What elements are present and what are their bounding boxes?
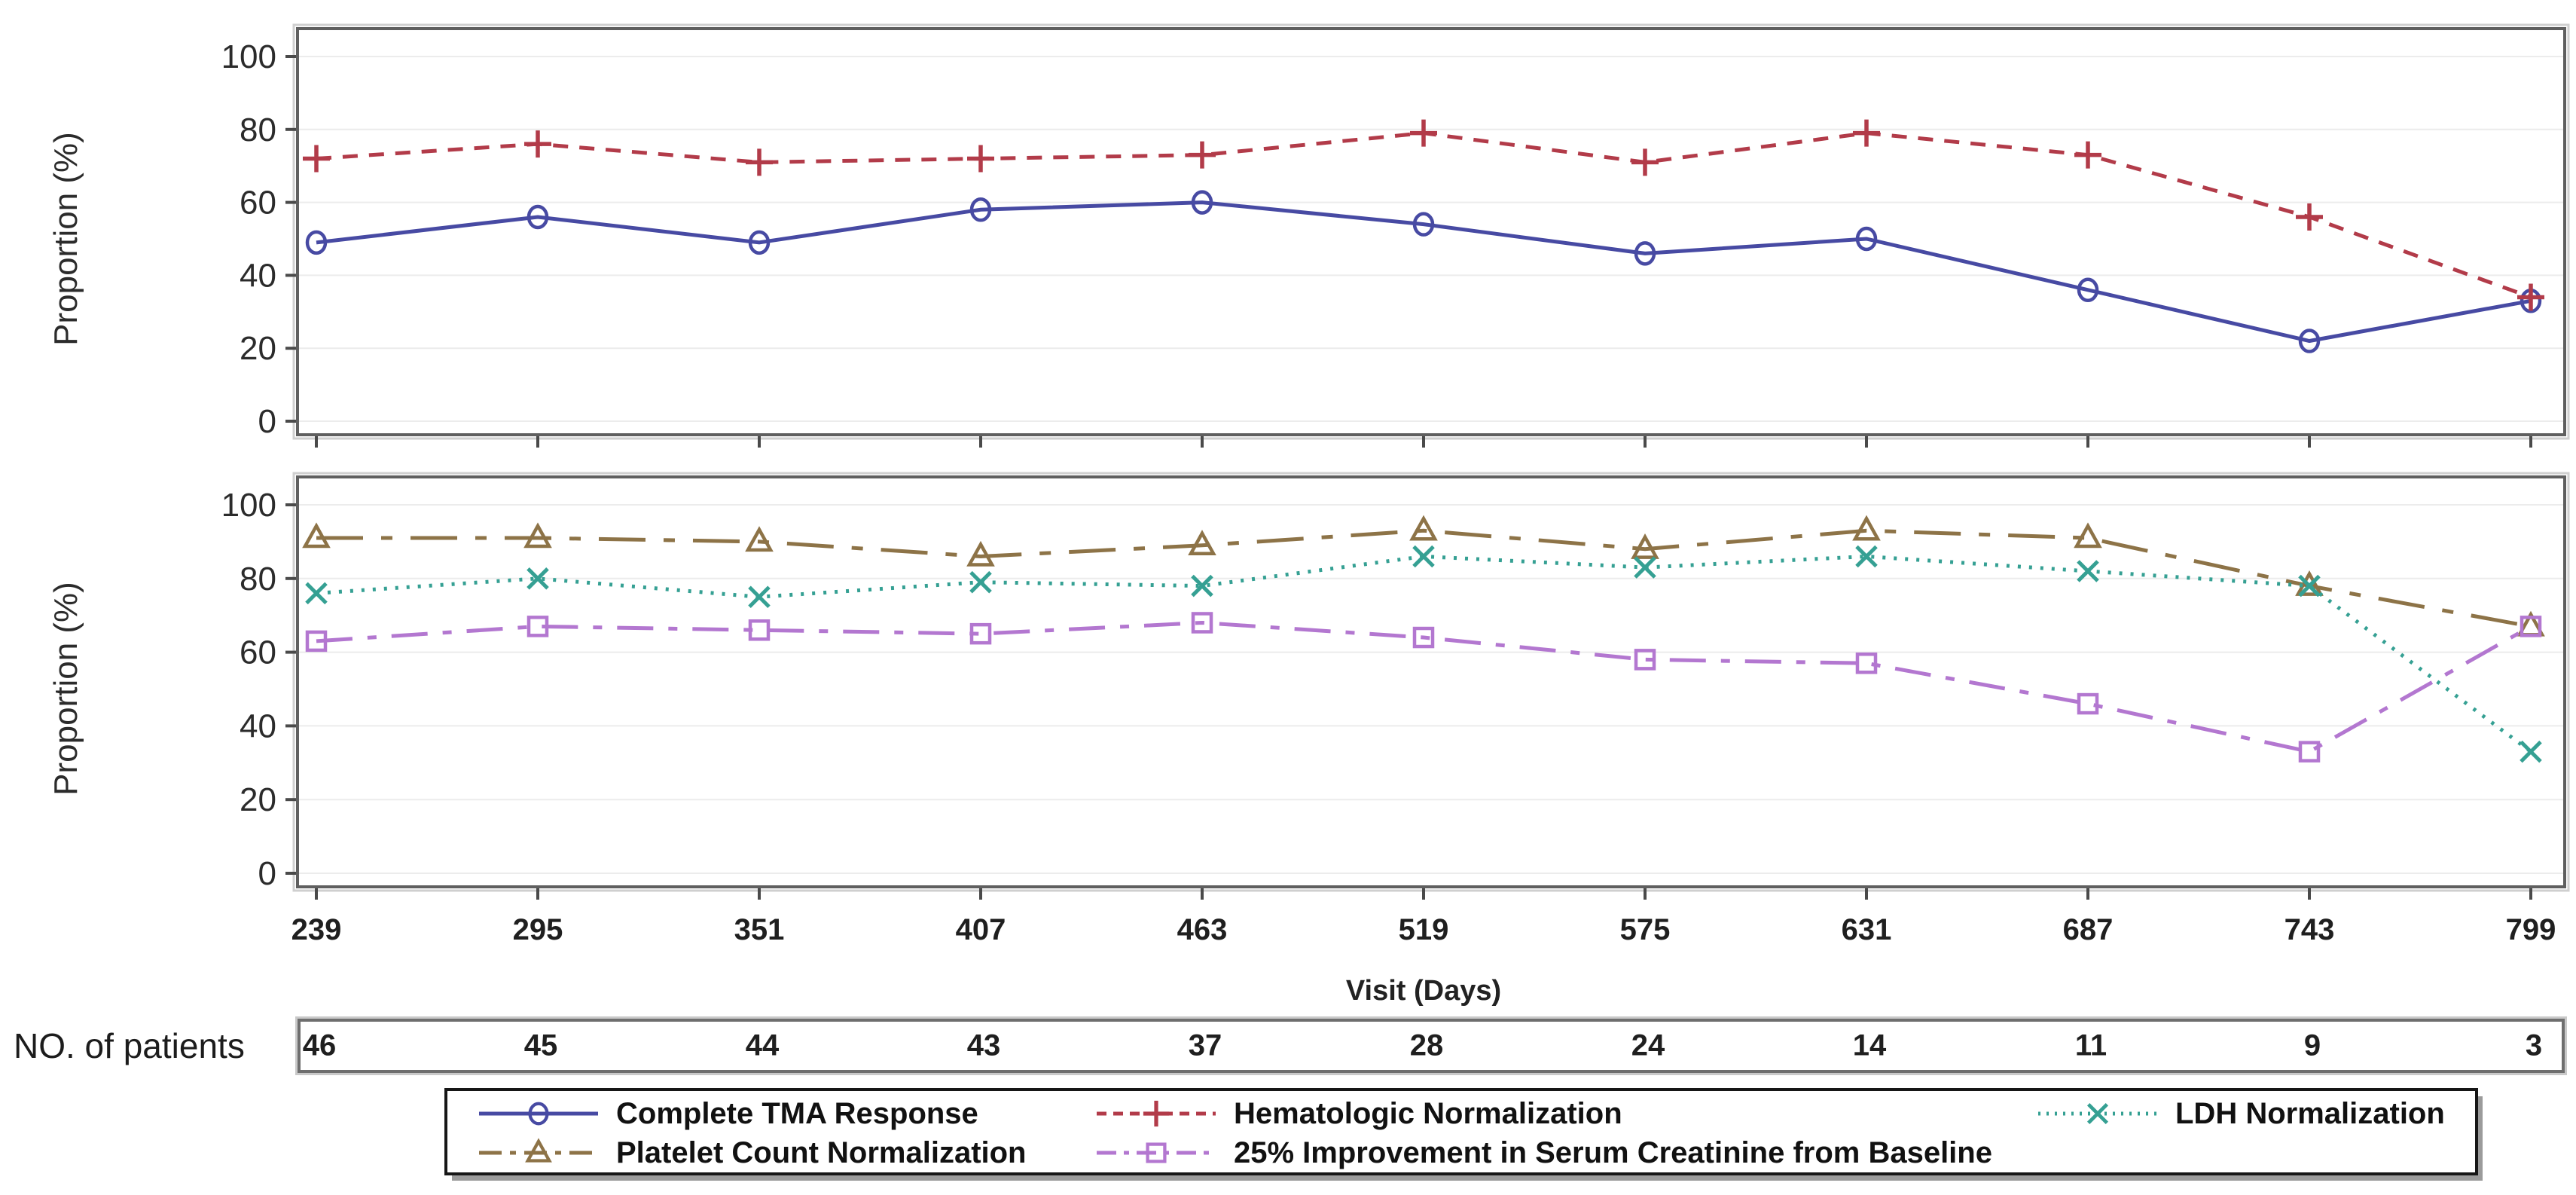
hema-legend-marker (1097, 1100, 1216, 1127)
y-tick-label: 20 (240, 781, 276, 818)
ldh-legend-marker (2038, 1102, 2157, 1125)
y-tick-label: 100 (221, 38, 276, 75)
legend-label: LDH Normalization (2175, 1096, 2445, 1130)
y-tick-label: 80 (240, 112, 276, 148)
plot-frame-outer (292, 472, 2570, 892)
x-tick-label: 463 (1177, 913, 1228, 946)
series-markers-cre (305, 612, 2542, 763)
x-axis-title: Visit (Days) (1345, 975, 1502, 1007)
patients-count: 24 (1631, 1028, 1665, 1062)
legend-item-ldh: LDH Normalization (2034, 1094, 2468, 1133)
series-markers-ldh (305, 545, 2542, 763)
cre-legend-marker (1097, 1142, 1216, 1163)
x-tick-label: 799 (2505, 913, 2556, 946)
legend: Complete TMA Response Hematologic Normali… (444, 1088, 2478, 1175)
series-line-cre (316, 620, 2532, 754)
legend-spacer (2034, 1133, 2468, 1172)
x-tick-label: 631 (1841, 913, 1892, 946)
legend-label: Platelet Count Normalization (616, 1135, 1027, 1169)
y-axis-label-top: Proportion (%) (47, 132, 84, 346)
patients-count: 45 (523, 1028, 558, 1062)
series-line-tma (316, 200, 2532, 344)
legend-item-hema: Hematologic Normalization (1092, 1094, 2034, 1133)
legend-item-plt: Platelet Count Normalization (475, 1133, 1092, 1172)
y-tick-label: 100 (221, 487, 276, 524)
patients-count: 11 (2074, 1028, 2107, 1062)
legend-item-cre: 25% Improvement in Serum Creatinine from… (1092, 1133, 2034, 1172)
y-tick-label: 0 (258, 855, 276, 892)
y-tick-label: 60 (240, 185, 276, 222)
x-tick-label: 239 (291, 913, 342, 946)
patients-count: 9 (2303, 1028, 2321, 1062)
series-markers-hema (303, 119, 2544, 311)
y-tick-label: 80 (240, 561, 276, 598)
y-axis-label-bottom: Proportion (%) (47, 582, 84, 796)
patients-count: 46 (302, 1028, 337, 1062)
x-tick-label: 295 (512, 913, 563, 946)
legend-label: 25% Improvement in Serum Creatinine from… (1234, 1135, 1992, 1169)
y-tick-label: 60 (240, 634, 276, 671)
tma-legend-marker (479, 1102, 598, 1126)
patients-count: 14 (1852, 1028, 1887, 1062)
y-tick-label: 0 (258, 403, 276, 440)
y-tick-label: 20 (240, 330, 276, 367)
legend-label: Hematologic Normalization (1234, 1096, 1622, 1130)
plot-frame (296, 27, 2566, 436)
legend-item-tma: Complete TMA Response (475, 1094, 1092, 1133)
legend-grid: Complete TMA Response Hematologic Normali… (447, 1091, 2475, 1175)
plt-legend-marker (479, 1138, 598, 1163)
patients-count: 28 (1409, 1028, 1444, 1062)
patients-row-box: 46 45 44 43 37 28 24 14 11 9 3 (295, 1016, 2567, 1075)
x-tick-label: 687 (2062, 913, 2114, 946)
x-tick-label: 407 (955, 913, 1006, 946)
panel-bottom: 0 20 40 60 80 100 (221, 472, 2570, 900)
legend-label: Complete TMA Response (616, 1096, 978, 1130)
patients-count: 3 (2525, 1028, 2543, 1062)
patients-count: 37 (1188, 1028, 1222, 1062)
series-markers-tma (305, 190, 2542, 353)
x-tick-label: 351 (734, 913, 785, 946)
series-markers-plt (302, 515, 2545, 637)
series-line-ldh (316, 554, 2532, 753)
x-tick-label: 519 (1398, 913, 1449, 946)
x-tick-label: 575 (1619, 913, 1671, 946)
patients-row-label: NO. of patients (14, 1026, 245, 1065)
x-tick-label: 743 (2284, 913, 2335, 946)
patients-count: 43 (966, 1028, 1001, 1062)
series-line-plt (316, 528, 2532, 628)
y-tick-label: 40 (240, 257, 276, 294)
patients-count: 44 (745, 1028, 780, 1062)
plot-frame-outer (292, 23, 2570, 440)
panel-top: 0 20 40 60 80 100 (221, 23, 2570, 448)
x-axis-tick-labels: 239 295 351 407 463 519 575 631 687 743 799 (0, 913, 2576, 954)
plot-frame (296, 475, 2566, 888)
y-tick-label: 40 (240, 708, 276, 744)
